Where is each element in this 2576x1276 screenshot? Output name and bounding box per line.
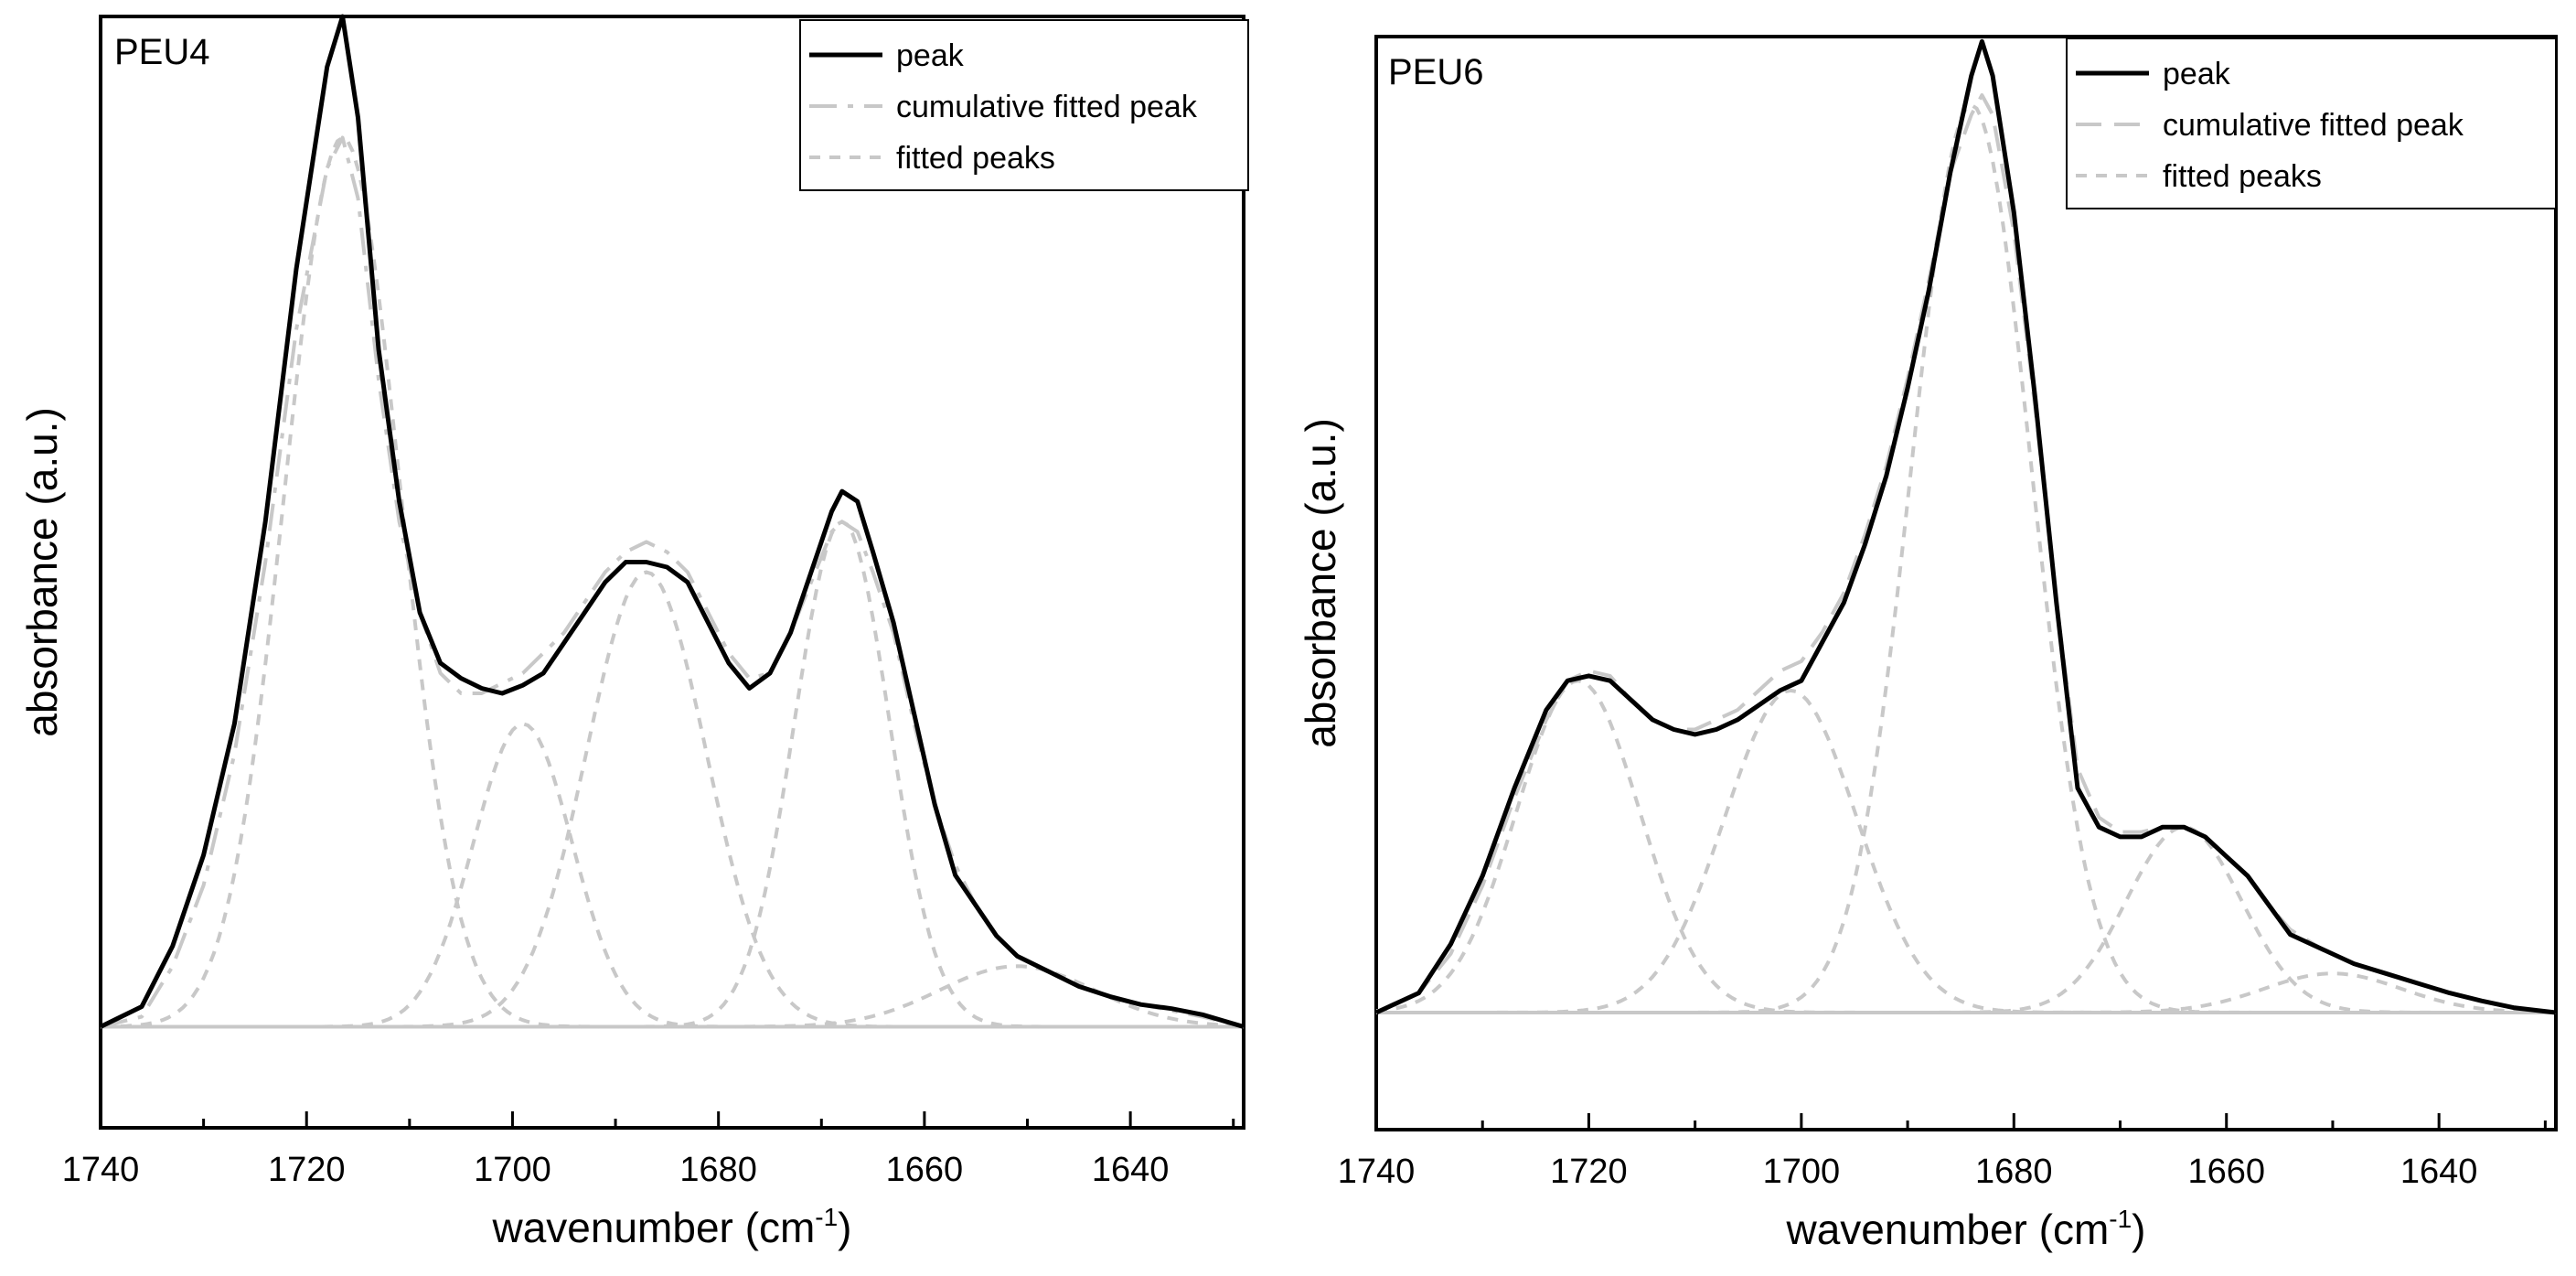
panel-2-legend-label: peak <box>2163 57 2231 91</box>
panel-2-legend-label: cumulative fitted peak <box>2163 108 2464 143</box>
panel-2-frame <box>1374 35 2558 1131</box>
panel-1-x-axis-title: wavenumber (cm-1) <box>491 1203 851 1251</box>
panel-1-frame <box>99 15 1245 1130</box>
panel-2-xtick-label: 1740 <box>1338 1153 1416 1191</box>
panel-1-xtick-label: 1680 <box>679 1151 757 1189</box>
panel-1-fitted-peak-5 <box>101 964 1245 1029</box>
panel-1-legend: peak cumulative fitted peak fitted peaks <box>799 19 1249 191</box>
panel-1-fitted-peak-3 <box>101 570 1244 1029</box>
panel-2-series-peak <box>1374 38 2557 1015</box>
panel-1-label: PEU4 <box>114 32 210 72</box>
panel-2-xtick-label: 1680 <box>1975 1153 2053 1191</box>
panel-1-legend-label: fitted peaks <box>896 141 1055 176</box>
panel-1: 1740 1720 1700 1680 1660 1640 wavenumber (cm-1… <box>18 14 1249 1251</box>
panel-2-x-axis-title: wavenumber (cm-1) <box>1785 1205 2145 1253</box>
panel-2-fitted-peak-2 <box>1376 688 2556 1014</box>
panel-1-xtick-label: 1700 <box>474 1151 551 1189</box>
panel-2-legend-box <box>2066 38 2557 209</box>
panel-2-legend-label: fitted peaks <box>2163 159 2322 194</box>
panel-2-fitted-peak-1 <box>1375 679 2556 1014</box>
panel-1-series-cumulative-fitted-peak <box>100 135 1245 1029</box>
panel-2-legend: peak cumulative fitted peak fitted peaks <box>2066 38 2557 209</box>
panel-1-xtick-label: 1740 <box>62 1151 140 1189</box>
panel-2-label: PEU6 <box>1388 52 1484 92</box>
panel-2-fitted-peak-5 <box>1376 971 2556 1014</box>
panel-1-fitted-peak-1 <box>100 135 1244 1029</box>
panel-1-xtick-label: 1660 <box>886 1151 964 1189</box>
panel-1-xtick-label: 1640 <box>1092 1151 1170 1189</box>
panel-2-xtick-label: 1700 <box>1763 1153 1841 1191</box>
panel-2-series-cumulative-fitted-peak <box>1375 93 2557 1014</box>
panel-2-xtick-label: 1660 <box>2187 1153 2265 1191</box>
panel-1-legend-label: cumulative fitted peak <box>896 90 1198 124</box>
panel-1-xtick-label: 1720 <box>268 1151 346 1189</box>
panel-1-series-peak <box>99 14 1245 1029</box>
panel-2-xtick-label: 1720 <box>1550 1153 1628 1191</box>
panel-2-y-axis-title: absorbance (a.u.) <box>1297 418 1344 748</box>
panel-2-fitted-peak-3 <box>1376 102 2556 1014</box>
panel-1-legend-label: peak <box>896 38 965 73</box>
panel-2: 1740 1720 1700 1680 1660 1640 wavenumber (cm-1… <box>1297 35 2558 1253</box>
panel-2-fitted-peak-4 <box>1376 825 2556 1014</box>
panel-2-xtick-label: 1640 <box>2400 1153 2478 1191</box>
panel-1-y-axis-title: absorbance (a.u.) <box>18 407 66 737</box>
